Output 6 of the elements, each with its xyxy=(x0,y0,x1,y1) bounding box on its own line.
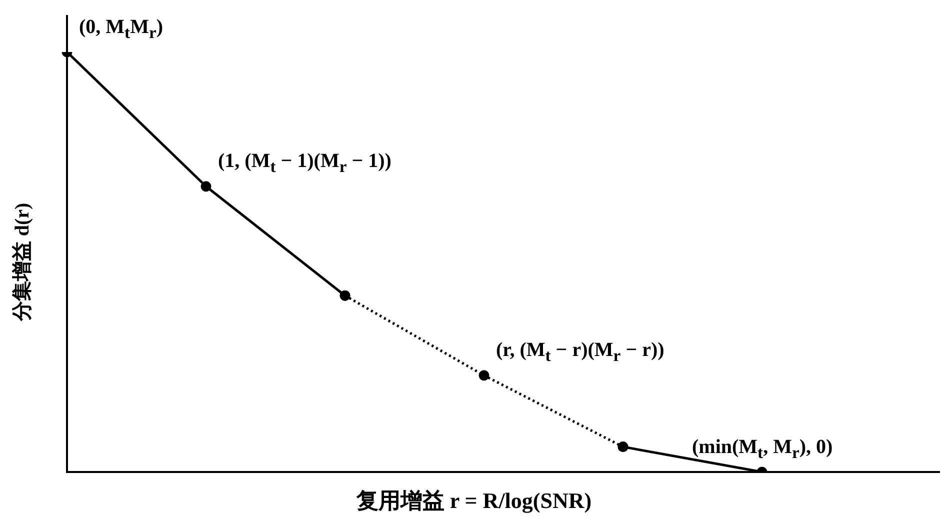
text: (0, M$_{t}$M$_{r}$) xyxy=(79,16,164,43)
annotation: (r, (M$_{t}$ − r)(M$_{r}$ − r)) xyxy=(496,339,664,366)
annotation: (1, (M$_{t}$ − 1)(M$_{r}$ − 1)) xyxy=(218,150,392,178)
annotation: (min(M$_{t}$, M$_{r}$), 0) xyxy=(692,436,833,463)
y-axis-title: 分集增益 d(r) xyxy=(10,202,34,322)
x-axis-title: 复用增益 r = R/log(SNR) xyxy=(355,487,593,515)
